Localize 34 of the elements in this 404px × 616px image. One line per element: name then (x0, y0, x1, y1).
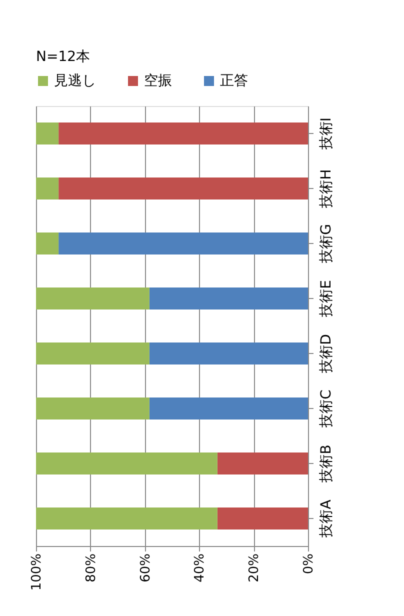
y-tick-label: 技術A (318, 499, 334, 538)
y-tick-label: 技術C (318, 389, 334, 428)
bar (217, 452, 308, 474)
y-tick-label: 技術G (318, 224, 334, 264)
x-tick-label: 40% (192, 554, 208, 582)
y-tick-label: 技術H (318, 169, 334, 209)
bar (36, 288, 150, 310)
text: N=12本 (36, 49, 90, 65)
bar (149, 398, 308, 420)
bar (58, 122, 308, 144)
bar (36, 232, 59, 254)
bar (149, 288, 308, 310)
x-tick-label: 100% (30, 554, 44, 591)
legend-label: 見逃し (54, 73, 96, 89)
bar (149, 342, 308, 364)
bar (36, 178, 59, 200)
bar (36, 342, 150, 364)
bar (217, 508, 308, 530)
bar (58, 178, 308, 200)
y-tick-label: 技術B (318, 444, 334, 484)
y-tick-label: 技術D (318, 334, 334, 374)
x-tick-label: 0% (302, 554, 316, 574)
bar (58, 232, 308, 254)
x-tick-label: 60% (138, 554, 154, 582)
bar (36, 508, 218, 530)
legend-label: 正答 (220, 73, 248, 89)
bar (36, 452, 218, 474)
legend-label: 空振 (144, 73, 172, 89)
x-tick-label: 80% (84, 554, 99, 582)
y-tick-label: 技術E (318, 280, 334, 318)
x-tick-label: 20% (247, 554, 262, 582)
y-tick-label: 技術I (318, 117, 334, 151)
bar (36, 122, 59, 144)
bar (36, 398, 150, 420)
